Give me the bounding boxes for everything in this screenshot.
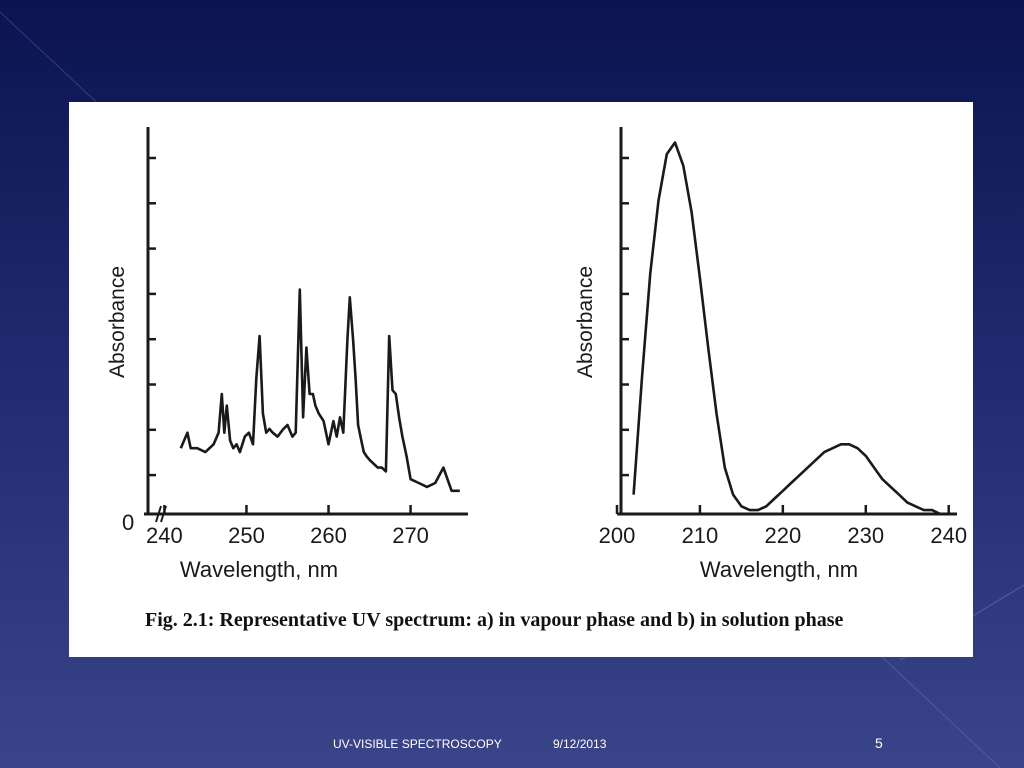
figure-panel: 240 250 260 270 0 Wavelength, nm Absorbance 200…	[69, 102, 973, 657]
x-tick-label: 270	[392, 523, 429, 548]
x-tick-label: 220	[764, 523, 801, 548]
x-tick-label: 210	[682, 523, 719, 548]
x-tick-label: 250	[228, 523, 265, 548]
x-tick-label: 240	[930, 523, 967, 548]
x-tick-label: 260	[310, 523, 347, 548]
x-tick-label: 240	[146, 523, 183, 548]
spectra-figure: 240 250 260 270 0 Wavelength, nm Absorbance 200…	[106, 127, 967, 582]
x-tick-label: 200	[599, 523, 636, 548]
axis-break-mark	[160, 505, 167, 523]
x-axis-title: Wavelength, nm	[180, 557, 338, 582]
x-tick-label: 230	[847, 523, 884, 548]
spectrum-line	[179, 288, 460, 493]
footer-date: 9/12/2013	[553, 737, 607, 751]
slide-number: 5	[875, 735, 883, 751]
footer-title: UV-VISIBLE SPECTROSCOPY	[333, 737, 502, 751]
spectrum-line	[632, 141, 949, 516]
x-axis-title: Wavelength, nm	[700, 557, 858, 582]
axis-break-mark	[155, 505, 162, 523]
figure-caption: Fig. 2.1: Representative UV spectrum: a)…	[145, 609, 844, 631]
origin-label: 0	[122, 510, 134, 535]
y-axis-title: Absorbance	[106, 266, 129, 378]
y-axis-title: Absorbance	[574, 266, 597, 378]
